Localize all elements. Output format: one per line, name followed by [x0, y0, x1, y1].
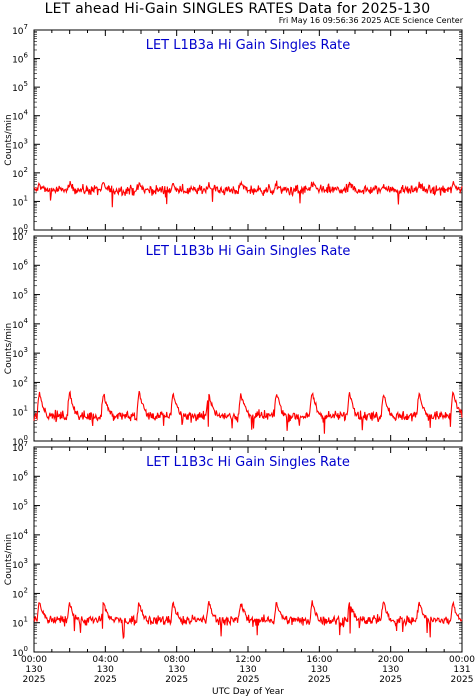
y-tick-label: 100: [12, 645, 28, 659]
x-tick-label-time: 00:00: [21, 655, 47, 665]
panel-title: LET L1B3a Hi Gain Singles Rate: [146, 38, 351, 53]
y-tick-label: 101: [12, 616, 28, 630]
x-tick-label-time: 16:00: [306, 655, 332, 665]
y-axis-label: Counts/min: [4, 534, 14, 585]
panel-1: 100 101 102 103 104 105 106 107 LET L1B3a Hi Gai…: [4, 23, 463, 237]
x-tick-label-time: 00:00: [449, 655, 475, 665]
y-tick-label: 107: [12, 440, 28, 454]
y-tick-label: 102: [12, 166, 28, 180]
panel-title: LET L1B3c Hi Gain Singles Rate: [146, 455, 350, 470]
x-tick-label-year: 2025: [308, 675, 331, 685]
y-tick-label: 107: [12, 229, 28, 243]
x-tick-label-doy: 130: [311, 665, 328, 675]
x-tick-label-time: 04:00: [92, 655, 118, 665]
page-title: LET ahead Hi-Gain SINGLES RATES Data for…: [44, 1, 431, 17]
timestamp: Fri May 16 09:56:36 2025 ACE Science Cen…: [278, 16, 463, 25]
y-tick-label: 107: [12, 23, 28, 37]
x-tick-label-doy: 130: [97, 665, 114, 675]
x-tick-label-time: 20:00: [378, 655, 404, 665]
x-tick-label-year: 2025: [165, 675, 188, 685]
x-tick-label-doy: 130: [382, 665, 399, 675]
y-tick-label: 102: [12, 586, 28, 600]
y-tick-label: 103: [12, 346, 28, 360]
y-axis-label: Counts/min: [4, 323, 14, 374]
y-tick-label: 103: [12, 557, 28, 571]
y-tick-label: 105: [12, 80, 28, 94]
series-line: [33, 390, 463, 434]
y-tick-label: 105: [12, 288, 28, 302]
y-tick-label: 100: [12, 223, 28, 237]
y-tick-label: 101: [12, 194, 28, 208]
y-tick-label: 104: [12, 528, 28, 542]
series-line: [33, 600, 463, 640]
y-tick-label: 104: [12, 109, 28, 123]
y-tick-label: 106: [12, 52, 28, 66]
y-tick-label: 100: [12, 434, 28, 448]
x-tick-label-year: 2025: [23, 675, 46, 685]
x-tick-label-year: 2025: [379, 675, 402, 685]
x-tick-label-year: 2025: [451, 675, 474, 685]
series-line: [33, 180, 463, 208]
x-tick-label-year: 2025: [237, 675, 260, 685]
x-tick-label-doy: 131: [453, 665, 470, 675]
x-tick-label-doy: 130: [168, 665, 185, 675]
x-tick-label-doy: 130: [239, 665, 256, 675]
y-tick-label: 101: [12, 405, 28, 419]
panel-3: 100 101 102 103 104 105 106 107 LET L1B3c Hi Gai…: [4, 440, 463, 659]
panel-title: LET L1B3b Hi Gain Singles Rate: [146, 244, 351, 259]
y-tick-label: 105: [12, 499, 28, 513]
y-tick-label: 106: [12, 469, 28, 483]
y-tick-label: 102: [12, 375, 28, 389]
y-tick-label: 104: [12, 317, 28, 331]
panel-2: 100 101 102 103 104 105 106 107 LET L1B3b Hi Gai…: [4, 229, 463, 448]
x-tick-label-year: 2025: [94, 675, 117, 685]
x-tick-label-time: 12:00: [235, 655, 261, 665]
x-tick-label-doy: 130: [25, 665, 42, 675]
y-tick-label: 106: [12, 258, 28, 272]
x-tick-label-time: 08:00: [164, 655, 190, 665]
y-tick-label: 103: [12, 137, 28, 151]
y-axis-label: Counts/min: [4, 114, 14, 165]
x-axis-label: UTC Day of Year: [212, 687, 284, 697]
